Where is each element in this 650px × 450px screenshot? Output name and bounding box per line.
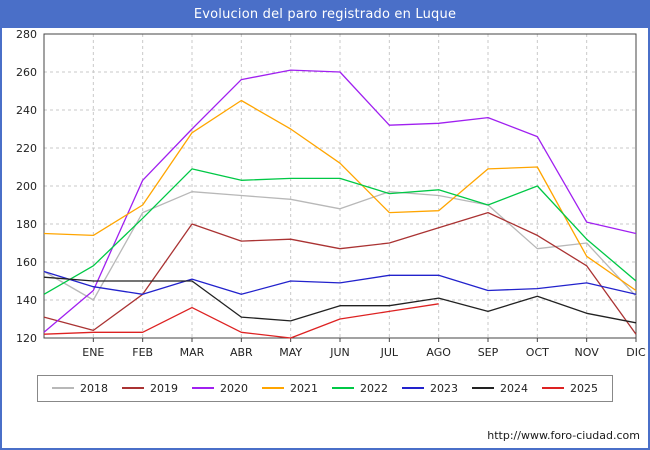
legend-swatch-2018 [52, 387, 74, 389]
legend-label-2020: 2020 [220, 381, 248, 395]
legend-swatch-2019 [122, 387, 144, 389]
x-tick-label: ENE [82, 346, 104, 359]
x-tick-label: JUN [329, 346, 350, 359]
legend-label-2022: 2022 [360, 381, 388, 395]
line-chart: 120 140 160 180 200 220 240 260 280 ENE FEB MAR ABR M… [16, 28, 646, 359]
y-tick-label: 260 [16, 66, 37, 79]
legend-item-2021: 2021 [262, 382, 318, 395]
legend: 2018 2019 2020 2021 2022 2023 2024 2025 [2, 374, 648, 402]
series-2020-line [43, 69, 637, 333]
y-tick-label: 280 [16, 28, 37, 41]
legend-label-2019: 2019 [150, 381, 178, 395]
x-tick-label: NOV [575, 346, 600, 359]
legend-box: 2018 2019 2020 2021 2022 2023 2024 2025 [37, 374, 613, 402]
series-2023-line [43, 270, 637, 295]
legend-item-2023: 2023 [402, 382, 458, 395]
x-tick-label: ABR [230, 346, 253, 359]
legend-swatch-2024 [472, 387, 494, 389]
x-tick-label: AGO [426, 346, 451, 359]
legend-swatch-2022 [332, 387, 354, 389]
x-tick-label: OCT [526, 346, 549, 359]
legend-label-2025: 2025 [570, 381, 598, 395]
legend-item-2022: 2022 [332, 382, 388, 395]
x-tick-label: MAR [180, 346, 205, 359]
legend-label-2024: 2024 [500, 381, 528, 395]
legend-label-2023: 2023 [430, 381, 458, 395]
series-2024-line [43, 276, 637, 324]
legend-item-2019: 2019 [122, 382, 178, 395]
y-tick-label: 180 [16, 218, 37, 231]
legend-label-2018: 2018 [80, 381, 108, 395]
y-tick-label: 160 [16, 256, 37, 269]
y-tick-label: 240 [16, 104, 37, 117]
series-2025-line [43, 303, 439, 339]
legend-swatch-2021 [262, 387, 284, 389]
legend-swatch-2023 [402, 387, 424, 389]
x-tick-label: SEP [478, 346, 499, 359]
y-tick-label: 140 [16, 294, 37, 307]
y-tick-label: 200 [16, 180, 37, 193]
legend-item-2020: 2020 [192, 382, 248, 395]
x-tick-label: JUL [380, 346, 399, 359]
legend-item-2024: 2024 [472, 382, 528, 395]
footer-url[interactable]: http://www.foro-ciudad.com [487, 429, 640, 442]
legend-swatch-2020 [192, 387, 214, 389]
series-2021-line [43, 99, 637, 292]
plot-border [43, 33, 637, 339]
legend-swatch-2025 [542, 387, 564, 389]
chart-title: Evolucion del paro registrado en Luque [2, 2, 648, 28]
y-tick-label: 220 [16, 142, 37, 155]
series-2022-line [43, 168, 637, 295]
series-2018-line [43, 191, 637, 301]
legend-item-2025: 2025 [542, 382, 598, 395]
x-tick-label: FEB [132, 346, 153, 359]
x-tick-label: MAY [279, 346, 302, 359]
x-tick-label: DIC [626, 346, 646, 359]
legend-label-2021: 2021 [290, 381, 318, 395]
legend-item-2018: 2018 [52, 382, 108, 395]
y-tick-label: 120 [16, 332, 37, 345]
